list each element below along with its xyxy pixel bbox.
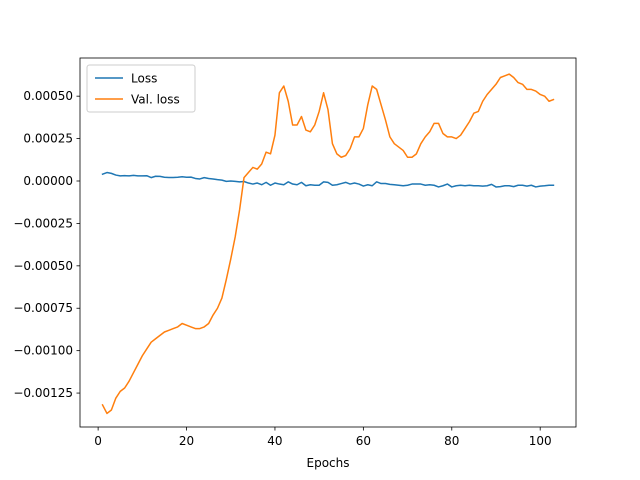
legend-box xyxy=(86,64,196,113)
x-tick-label: 80 xyxy=(444,434,459,448)
legend: Loss Val. loss xyxy=(86,64,196,113)
y-tick-label: −0.00050 xyxy=(13,259,73,273)
y-tick-label: 0.00000 xyxy=(23,174,73,188)
y-tick-label: −0.00100 xyxy=(13,344,73,358)
axes: 0 20 40 60 80 100 −0.00125 −0.00100 −0.00075 −0.0… xyxy=(13,57,577,448)
y-tick-label: 0.00050 xyxy=(23,89,73,103)
x-tick-label: 100 xyxy=(529,434,552,448)
x-axis-label: Epochs xyxy=(307,456,350,470)
y-tick-label: −0.00125 xyxy=(13,386,73,400)
series-line-loss xyxy=(101,171,555,188)
x-tick-label: 0 xyxy=(94,434,102,448)
x-tick-label: 60 xyxy=(356,434,371,448)
legend-label-val-loss: Val. loss xyxy=(131,93,180,107)
x-tick-label: 20 xyxy=(179,434,194,448)
axes-frame xyxy=(79,57,577,428)
y-tick-label: 0.00025 xyxy=(23,132,73,146)
x-tick-label: 40 xyxy=(267,434,282,448)
legend-label-loss: Loss xyxy=(131,72,157,86)
y-tick-label: −0.00025 xyxy=(13,216,73,230)
plot-area xyxy=(101,73,555,415)
y-tick-label: −0.00075 xyxy=(13,301,73,315)
series-line-val-loss xyxy=(101,73,555,415)
